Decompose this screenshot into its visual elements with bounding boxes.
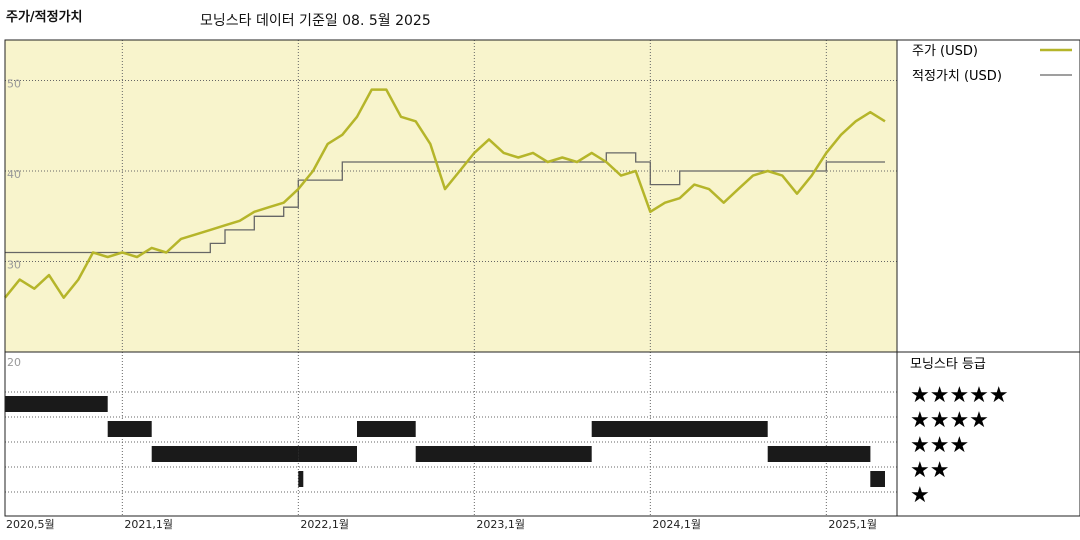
- price-panel-background: [5, 40, 897, 352]
- rating-period-4: [298, 446, 357, 462]
- rating-period-7: [591, 421, 768, 437]
- rating-period-6: [415, 446, 592, 462]
- y-tick-30: 30: [7, 259, 21, 272]
- star-level-4: ★★★★: [910, 408, 989, 433]
- x-tick-2020-05: 2020,5월: [6, 518, 55, 531]
- x-tick-labels: 2020,5월 2021,1월 2022,1월 2023,1월 2024,1월 2025,…: [6, 518, 877, 531]
- price-line: [4, 88, 886, 299]
- rating-period-1: [107, 421, 152, 437]
- rating-period-9: [870, 471, 885, 487]
- rating-period-5: [357, 421, 416, 437]
- y-tick-50: 50: [7, 78, 21, 91]
- chart-border: [4, 39, 1080, 517]
- star-rating-history: [5, 396, 885, 487]
- chart-title: 주가/적정가치: [6, 10, 83, 25]
- rating-period-2: [151, 446, 299, 462]
- legend-price-label: 주가 (USD): [912, 44, 978, 59]
- x-tick-2023-01: 2023,1월: [476, 518, 525, 531]
- x-tick-2022-01: 2022,1월: [300, 518, 349, 531]
- star-level-2: ★★: [910, 458, 949, 483]
- y-tick-20: 20: [7, 356, 21, 369]
- star-level-5: ★★★★★: [910, 383, 1009, 408]
- rating-period-8: [767, 446, 871, 462]
- rating-legend-title: 모닝스타 등급: [910, 357, 986, 372]
- rating-period-0: [5, 396, 108, 412]
- rating-period-3: [298, 471, 304, 487]
- star-rating-levels: ★★★★★★★★★★★★★★★: [910, 383, 1009, 508]
- y-tick-labels: 2030405060: [7, 0, 21, 369]
- chart-subtitle: 모닝스타 데이터 기준일 08. 5월 2025: [200, 13, 431, 29]
- y-tick-40: 40: [7, 168, 21, 181]
- x-tick-2021-01: 2021,1월: [124, 518, 173, 531]
- x-tick-2024-01: 2024,1월: [652, 518, 701, 531]
- legend-fair-value-label: 적정가치 (USD): [912, 69, 1002, 84]
- fair-value-line: [5, 152, 885, 254]
- x-tick-2025-01: 2025,1월: [828, 518, 877, 531]
- star-level-1: ★: [910, 483, 930, 508]
- series-lines: [4, 88, 886, 299]
- star-level-3: ★★★: [910, 433, 969, 458]
